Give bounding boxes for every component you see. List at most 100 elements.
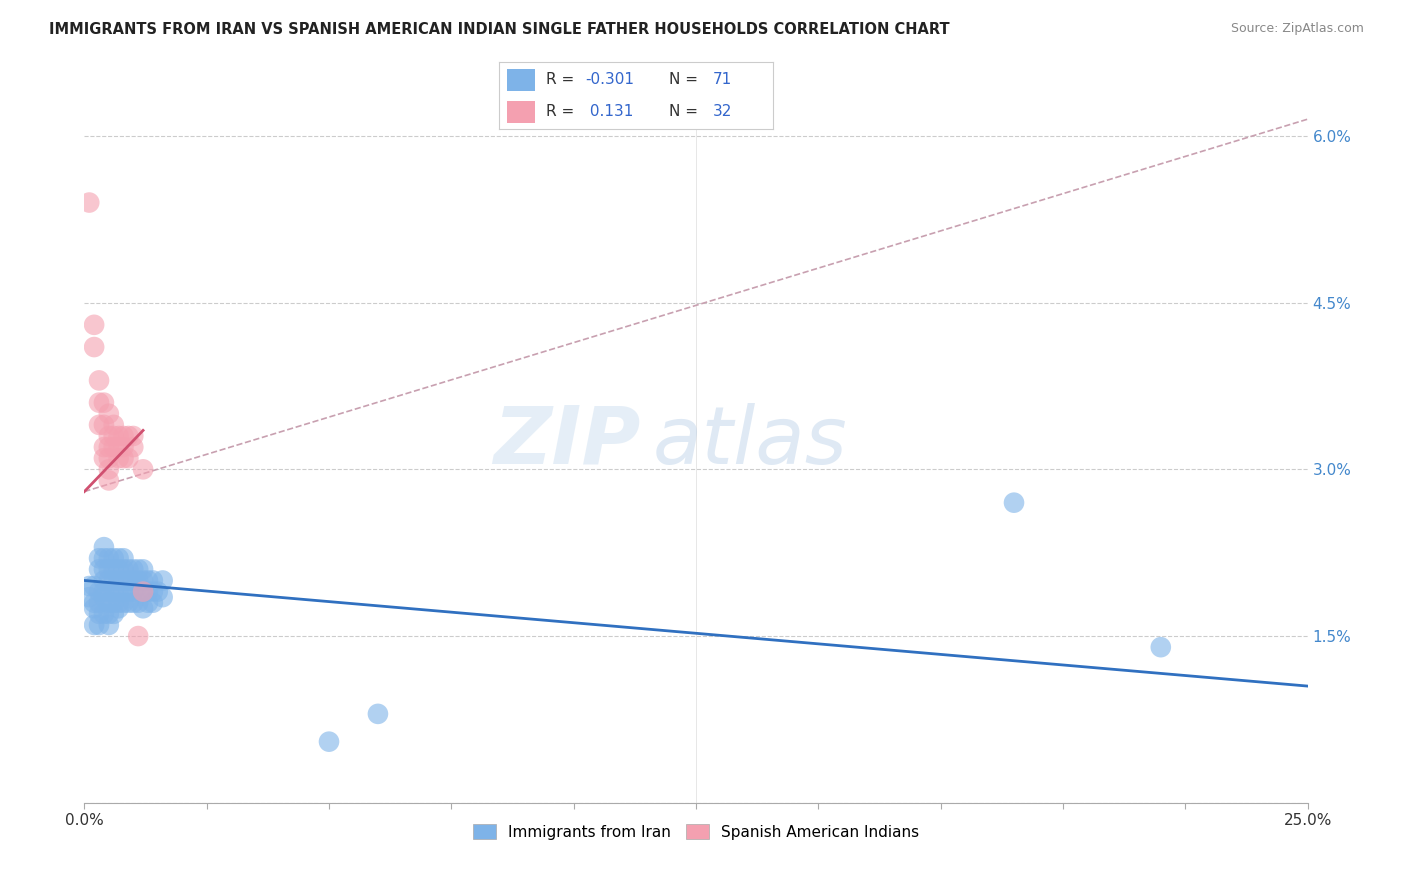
Point xyxy=(97,429,120,443)
Point xyxy=(1150,640,1173,655)
Point xyxy=(97,562,120,576)
Point xyxy=(122,574,145,588)
Point xyxy=(97,618,120,632)
Point xyxy=(93,607,115,621)
Point xyxy=(87,551,110,566)
Point xyxy=(107,596,129,610)
Text: R =: R = xyxy=(546,104,579,120)
Point xyxy=(107,584,129,599)
Point xyxy=(132,584,155,599)
Point xyxy=(103,607,125,621)
Point xyxy=(122,562,145,576)
Point xyxy=(77,590,100,604)
Point xyxy=(122,596,145,610)
Point xyxy=(93,562,115,576)
Point xyxy=(112,596,135,610)
Point xyxy=(103,440,125,454)
Point xyxy=(77,195,100,210)
Point xyxy=(83,318,105,332)
Point xyxy=(152,574,174,588)
Text: IMMIGRANTS FROM IRAN VS SPANISH AMERICAN INDIAN SINGLE FATHER HOUSEHOLDS CORRELA: IMMIGRANTS FROM IRAN VS SPANISH AMERICAN… xyxy=(49,22,950,37)
Point xyxy=(152,590,174,604)
Point xyxy=(103,574,125,588)
Point xyxy=(97,451,120,466)
Point xyxy=(112,584,135,599)
Point xyxy=(77,579,100,593)
Point xyxy=(107,429,129,443)
Legend: Immigrants from Iran, Spanish American Indians: Immigrants from Iran, Spanish American I… xyxy=(467,818,925,846)
Point xyxy=(93,574,115,588)
Point xyxy=(127,596,149,610)
Point xyxy=(142,596,165,610)
Text: 32: 32 xyxy=(713,104,733,120)
Point xyxy=(136,574,159,588)
Text: ZIP: ZIP xyxy=(494,402,641,481)
Point xyxy=(97,607,120,621)
Point xyxy=(127,579,149,593)
Point xyxy=(132,562,155,576)
Point xyxy=(87,395,110,409)
FancyBboxPatch shape xyxy=(508,70,534,91)
Point xyxy=(93,590,115,604)
Point xyxy=(318,734,340,748)
Point xyxy=(117,429,139,443)
Point xyxy=(1002,496,1025,510)
Point xyxy=(136,584,159,599)
Point xyxy=(112,429,135,443)
Point xyxy=(367,706,389,721)
Point xyxy=(103,596,125,610)
Point xyxy=(117,584,139,599)
Point xyxy=(93,584,115,599)
Point xyxy=(112,440,135,454)
Point xyxy=(83,596,105,610)
Point xyxy=(117,562,139,576)
Point xyxy=(103,562,125,576)
Point xyxy=(112,451,135,466)
Point xyxy=(132,462,155,476)
Point xyxy=(127,629,149,643)
Text: N =: N = xyxy=(669,72,703,87)
Point xyxy=(122,584,145,599)
Point xyxy=(107,601,129,615)
Point xyxy=(83,579,105,593)
Text: atlas: atlas xyxy=(654,402,848,481)
Text: N =: N = xyxy=(669,104,703,120)
Point xyxy=(136,596,159,610)
Point xyxy=(117,596,139,610)
Point xyxy=(87,596,110,610)
Text: -0.301: -0.301 xyxy=(585,72,634,87)
Point xyxy=(107,451,129,466)
Point xyxy=(97,584,120,599)
Point xyxy=(93,551,115,566)
Text: 0.131: 0.131 xyxy=(585,104,634,120)
Point xyxy=(112,574,135,588)
Point xyxy=(87,607,110,621)
Point xyxy=(97,551,120,566)
Point xyxy=(117,451,139,466)
Text: R =: R = xyxy=(546,72,579,87)
Point xyxy=(97,440,120,454)
Point xyxy=(103,417,125,432)
FancyBboxPatch shape xyxy=(508,102,534,123)
Point xyxy=(122,429,145,443)
Point xyxy=(93,451,115,466)
Point xyxy=(107,551,129,566)
Point xyxy=(87,417,110,432)
Point xyxy=(107,562,129,576)
Point xyxy=(103,551,125,566)
Point xyxy=(112,562,135,576)
Point xyxy=(87,584,110,599)
Point xyxy=(97,462,120,476)
Point xyxy=(132,574,155,588)
Point xyxy=(87,618,110,632)
Point xyxy=(103,429,125,443)
Point xyxy=(142,584,165,599)
Point xyxy=(127,562,149,576)
Point xyxy=(97,574,120,588)
Point xyxy=(87,562,110,576)
Text: 71: 71 xyxy=(713,72,733,87)
Point xyxy=(83,601,105,615)
Point xyxy=(127,574,149,588)
Point xyxy=(93,440,115,454)
Point xyxy=(97,407,120,421)
